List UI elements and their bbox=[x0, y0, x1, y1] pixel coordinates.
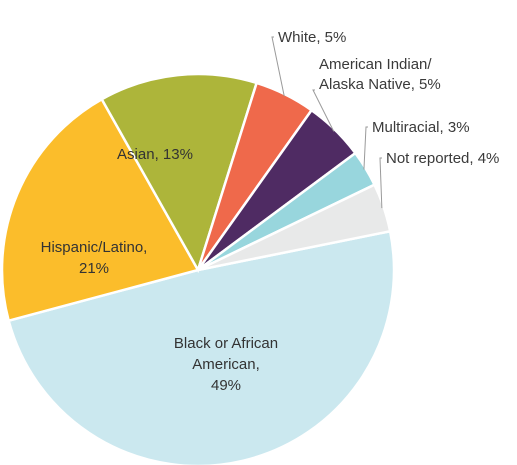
slice-label-1-line-1: 21% bbox=[79, 260, 109, 277]
leader-line-3 bbox=[271, 36, 285, 97]
pie-slice-6 bbox=[197, 183, 392, 272]
slice-label-4-line-0: American Indian/ bbox=[319, 56, 432, 73]
slice-label-5-line-0: Multiracial, 3% bbox=[372, 119, 470, 136]
slice-label-0-line-0: Black or African bbox=[174, 335, 278, 352]
leader-line-6 bbox=[379, 157, 383, 209]
slice-label-3-line-0: White, 5% bbox=[278, 29, 346, 46]
slice-label-0-line-2: 49% bbox=[211, 377, 241, 394]
leader-line-5 bbox=[363, 126, 368, 170]
leader-lines bbox=[271, 36, 383, 209]
slice-label-1-line-0: Hispanic/Latino, bbox=[41, 239, 148, 256]
slice-label-2-line-0: Asian, 13% bbox=[117, 146, 193, 163]
pie-slice-0 bbox=[7, 229, 396, 465]
pie-slice-1 bbox=[0, 97, 200, 323]
pie-slices bbox=[0, 72, 396, 465]
slice-label-4-line-1: Alaska Native, 5% bbox=[319, 76, 441, 93]
slice-label-6-line-0: Not reported, 4% bbox=[386, 150, 499, 167]
slice-label-0-line-1: American, bbox=[192, 356, 260, 373]
slice-labels: Black or African American, 49% Hispanic/Lat… bbox=[41, 29, 500, 394]
pie-slice-2 bbox=[100, 72, 259, 274]
leader-line-4 bbox=[312, 89, 335, 132]
